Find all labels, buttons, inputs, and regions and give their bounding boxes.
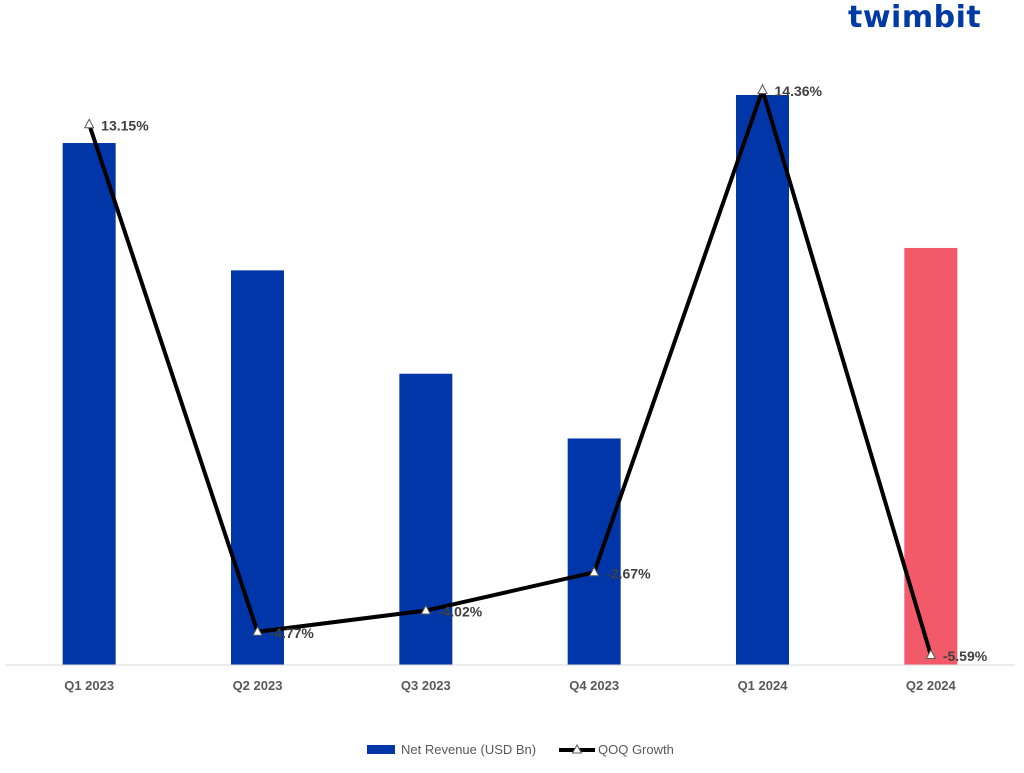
legend-marker-growth <box>571 743 583 754</box>
legend: Net Revenue (USD Bn) QOQ Growth <box>367 742 674 757</box>
growth-data-label: -4.02% <box>438 604 483 620</box>
growth-marker <box>588 566 600 577</box>
growth-data-label: -5.59% <box>943 648 988 664</box>
twimbit-logo: twimbit <box>848 0 982 35</box>
bar-q3-2023 <box>399 373 453 665</box>
bar-series <box>62 95 958 665</box>
x-tick-label: Q1 2023 <box>64 678 114 693</box>
bar-q4-2023 <box>567 438 621 665</box>
legend-label-growth: QOQ Growth <box>598 742 674 757</box>
growth-marker <box>252 625 263 636</box>
growth-marker <box>83 118 95 129</box>
bar-q2-2024 <box>904 247 958 665</box>
line-series: 13.15% -4.77% -4.02% -2.67% 14.36% -5.59% <box>83 83 988 664</box>
growth-data-label: 13.15% <box>101 117 149 133</box>
x-tick-label: Q1 2024 <box>738 678 789 693</box>
qoq-growth-line <box>87 83 933 656</box>
growth-marker <box>757 83 768 94</box>
growth-data-label: -2.67% <box>606 565 651 581</box>
x-tick-label: Q2 2023 <box>233 678 283 693</box>
bar-q1-2023 <box>62 143 116 665</box>
growth-data-label: 14.36% <box>775 83 823 99</box>
x-axis-ticks: Q1 2023 Q2 2023 Q3 2023 Q4 2023 Q1 2024 Q2 20… <box>64 678 956 693</box>
bar-q2-2023 <box>231 270 284 665</box>
growth-data-label: -4.77% <box>270 625 315 641</box>
bar-q1-2024 <box>736 95 789 665</box>
legend-label-revenue: Net Revenue (USD Bn) <box>401 742 536 757</box>
growth-marker <box>925 648 937 659</box>
legend-swatch-revenue <box>367 745 395 754</box>
growth-marker <box>420 604 432 615</box>
x-tick-label: Q4 2023 <box>569 678 619 693</box>
x-tick-label: Q3 2023 <box>401 678 451 693</box>
x-tick-label: Q2 2024 <box>906 678 957 693</box>
